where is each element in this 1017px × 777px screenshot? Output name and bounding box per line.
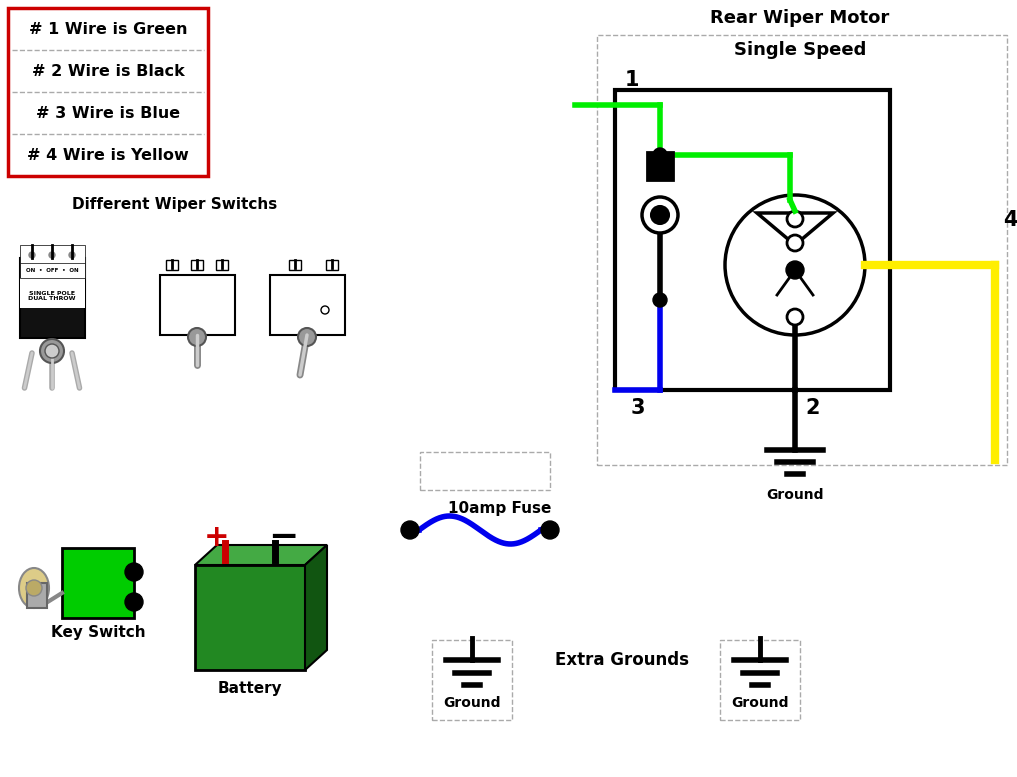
Circle shape	[653, 293, 667, 307]
Bar	[289, 260, 301, 270]
Circle shape	[188, 328, 206, 346]
Bar	[20, 245, 85, 263]
Bar	[27, 583, 47, 608]
Text: Extra Grounds: Extra Grounds	[555, 651, 689, 669]
Circle shape	[725, 195, 865, 335]
Bar	[615, 90, 890, 390]
Circle shape	[69, 252, 75, 258]
Bar	[160, 275, 235, 335]
Circle shape	[642, 197, 678, 233]
Circle shape	[653, 148, 667, 162]
Bar	[191, 260, 203, 270]
Circle shape	[49, 252, 55, 258]
Circle shape	[786, 261, 804, 279]
Text: Ground: Ground	[766, 488, 824, 502]
Bar	[20, 278, 85, 308]
Circle shape	[541, 521, 559, 539]
Text: −: −	[267, 520, 298, 554]
Text: # 2 Wire is Black: # 2 Wire is Black	[32, 64, 184, 78]
Polygon shape	[195, 545, 327, 565]
Circle shape	[401, 521, 419, 539]
Text: Different Wiper Switchs: Different Wiper Switchs	[72, 197, 278, 212]
Bar	[597, 35, 1007, 465]
Text: 4: 4	[1003, 210, 1017, 230]
Bar	[20, 260, 85, 278]
Bar	[216, 260, 228, 270]
Bar	[432, 640, 512, 720]
Circle shape	[787, 235, 803, 251]
Text: Battery: Battery	[218, 681, 283, 695]
Text: 1: 1	[624, 70, 640, 90]
Text: SINGLE POLE
DUAL THROW: SINGLE POLE DUAL THROW	[28, 291, 75, 301]
Bar	[720, 640, 800, 720]
Circle shape	[29, 252, 35, 258]
Bar	[647, 152, 673, 180]
Circle shape	[125, 563, 143, 581]
Circle shape	[298, 328, 316, 346]
Circle shape	[321, 306, 330, 314]
Circle shape	[26, 580, 42, 596]
Circle shape	[787, 211, 803, 227]
Bar	[8, 8, 208, 176]
Circle shape	[125, 593, 143, 611]
Bar	[195, 565, 305, 670]
Text: 10amp Fuse: 10amp Fuse	[448, 500, 551, 515]
Circle shape	[651, 206, 669, 224]
Text: # 4 Wire is Yellow: # 4 Wire is Yellow	[27, 148, 189, 162]
Text: Ground: Ground	[443, 696, 500, 710]
Bar	[326, 260, 338, 270]
Text: Ground: Ground	[731, 696, 789, 710]
Bar	[20, 258, 85, 338]
Polygon shape	[305, 545, 327, 670]
Text: ON  •  OFF  •  ON: ON • OFF • ON	[25, 267, 78, 273]
Ellipse shape	[19, 568, 49, 608]
Text: # 1 Wire is Green: # 1 Wire is Green	[28, 22, 187, 37]
Text: 3: 3	[631, 398, 645, 418]
Bar	[420, 452, 550, 490]
Text: Key Switch: Key Switch	[51, 625, 145, 640]
Bar	[62, 548, 134, 618]
Text: 2: 2	[805, 398, 820, 418]
Polygon shape	[757, 213, 833, 245]
Bar	[270, 275, 345, 335]
Circle shape	[40, 339, 64, 363]
Circle shape	[45, 344, 59, 358]
Text: Rear Wiper Motor: Rear Wiper Motor	[711, 9, 890, 27]
Bar	[166, 260, 178, 270]
Text: +: +	[204, 522, 230, 552]
Circle shape	[787, 309, 803, 325]
Text: Single Speed: Single Speed	[734, 41, 866, 59]
Text: # 3 Wire is Blue: # 3 Wire is Blue	[36, 106, 180, 120]
